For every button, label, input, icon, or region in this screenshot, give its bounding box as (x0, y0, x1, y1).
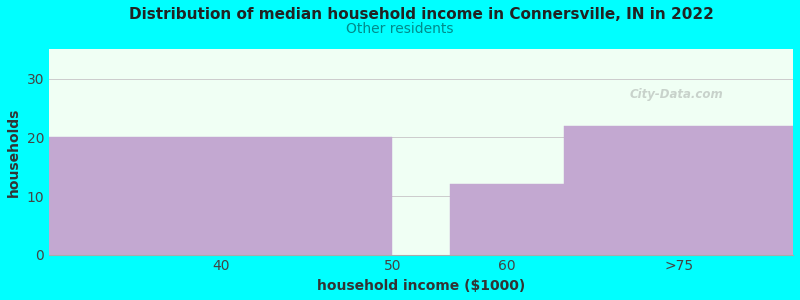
Y-axis label: households: households (7, 107, 21, 197)
Text: Other residents: Other residents (346, 22, 454, 36)
Title: Distribution of median household income in Connersville, IN in 2022: Distribution of median household income … (129, 7, 714, 22)
Bar (564, 126, 793, 255)
X-axis label: household income ($1000): household income ($1000) (317, 279, 525, 293)
Bar (49, 137, 393, 255)
Text: City-Data.com: City-Data.com (630, 88, 723, 101)
Bar (450, 184, 564, 255)
